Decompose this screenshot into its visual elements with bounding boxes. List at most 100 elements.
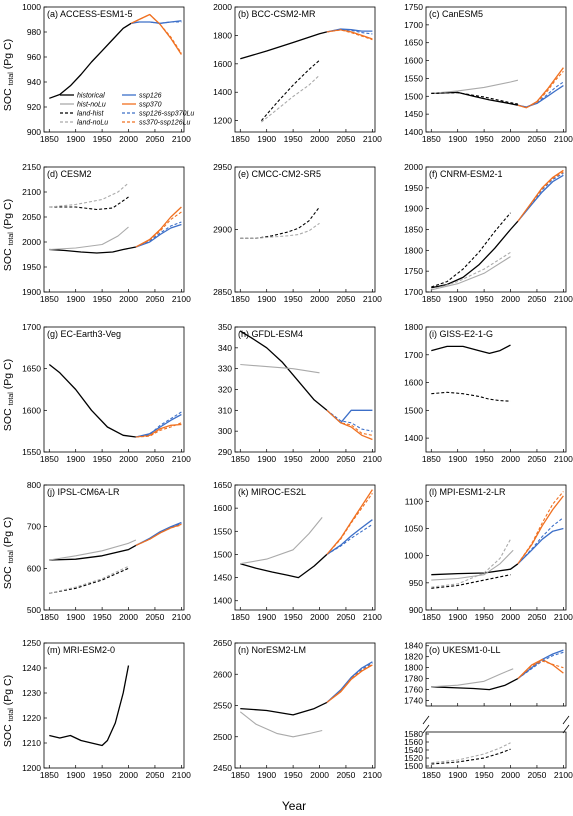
y-axis-label-main: SOC [2,563,14,589]
y-tick-label: 1200 [213,116,232,126]
x-tick-label: 1900 [66,134,85,144]
series-line-ssp126 [517,174,564,222]
x-tick-label: 2050 [336,134,355,144]
y-axis-label-unit: (Pg C) [2,517,14,550]
panel-title: (e) CMCC-CM2-SR5 [238,169,321,179]
x-tick-label: 2050 [527,134,546,144]
series-line-historical [431,344,511,355]
y-tick-label: 1900 [22,287,41,297]
x-tick-label: 2000 [501,294,520,304]
x-tick-label: 1950 [475,294,494,304]
plot-frame [425,642,567,707]
x-tick-label: 2100 [363,294,382,304]
series-line-hist-nolu [240,363,320,374]
break-mark [562,715,570,725]
y-tick-label: 1700 [22,322,41,332]
panel-title: (k) MIROC-ES2L [238,487,306,497]
y-axis-labels: SOC total (Pg C)SOC total (Pg C)SOC tota… [2,39,15,747]
panel-a-access-esm1-5: 900 920 940 960 980 1000 1850 1900 1950 2000 2050 2… [22,2,191,144]
x-tick-label: 2000 [310,454,329,464]
break-mark [422,724,430,734]
plot-frame [43,6,185,133]
series-line-land-hist [431,391,511,402]
y-tick-label: 1650 [213,480,232,490]
x-tick-label: 2100 [172,134,191,144]
y-tick-label: 350 [218,322,232,332]
x-tick-label: 2100 [363,770,382,780]
series-line-ssp370 [326,489,373,555]
x-tick-label: 2050 [145,294,164,304]
y-tick-label: 1230 [22,688,41,698]
x-tick-label: 1950 [284,294,303,304]
x-tick-label: 1900 [448,134,467,144]
x-tick-label: 1950 [93,612,112,622]
x-tick-label: 2050 [145,134,164,144]
x-tick-label: 2000 [119,454,138,464]
x-tick-label: 2000 [119,294,138,304]
panel-title: (h) GFDL-ESM4 [238,329,303,339]
legend-label-hist-nolu: hist-noLu [77,102,106,109]
series-line-land-hist [49,567,129,594]
series-line-ssp126 [135,223,182,248]
y-tick-label: 2000 [404,162,423,172]
panel-k-miroc-es2l: 1400 1450 1500 1550 1600 1650 1850 1900 1950 2000… [213,480,382,622]
x-tick-label: 1950 [93,454,112,464]
y-axis-label-main: SOC [2,245,14,271]
y-tick-label: 920 [27,102,41,112]
x-tick-label: 1900 [66,294,85,304]
series-line-ss370-ssp126lu [326,409,373,436]
x-tick-label: 1850 [422,454,441,464]
x-tick-label: 1950 [93,134,112,144]
y-tick-label: 500 [27,605,41,615]
y-tick-label: 1500 [404,761,423,771]
y-tick-label: 2450 [213,763,232,773]
y-tick-label: 1900 [404,204,423,214]
series-line-land-hist [431,92,519,105]
x-tick-label: 2100 [554,770,573,780]
series-line-land-nolu [261,74,320,123]
y-tick-label: 340 [218,343,232,353]
y-tick-label: 1700 [404,287,423,297]
y-tick-label: 1500 [404,91,423,101]
y-tick-label: 320 [218,385,232,395]
panel-b-bcc-csm2-mr: 1200 1400 1600 1800 2000 1850 1900 1950 2000 2050… [213,2,382,144]
series-line-land-nolu [431,251,511,291]
series-line-ssp126-ssp370lu [517,651,564,680]
series-line-ss370-ssp126lu [517,491,564,565]
x-tick-label: 2050 [336,294,355,304]
panel-h-gfdl-esm4: 290 300 310 320 330 340 350 1850 1900 1950 2000 205… [218,322,382,464]
legend-label-ssp370: ssp370 [139,102,162,109]
y-tick-label: 2900 [213,225,232,235]
panel-c-canesm5: 1400 1450 1500 1550 1600 1650 1700 1750 1850 1900… [404,2,573,144]
panel-title: (i) GISS-E2-1-G [429,329,493,339]
series-line-land-hist [431,574,511,589]
x-tick-label: 2000 [310,612,329,622]
x-tick-label: 1950 [284,770,303,780]
x-tick-label: 2100 [554,454,573,464]
plot-frame [234,166,376,293]
break-mark [422,715,430,725]
series-line-ssp126-ssp370lu [326,523,373,555]
series-line-ssp126-ssp370lu [135,221,182,248]
x-tick-label: 1900 [66,612,85,622]
x-tick-label: 1850 [231,770,250,780]
plot-frame [43,326,185,453]
axis-break-marks [422,715,570,734]
y-tick-label: 1600 [213,59,232,69]
y-tick-label: 2100 [22,187,41,197]
x-tick-label: 1850 [40,612,59,622]
series-line-hist-nolu [431,256,511,291]
y-tick-label: 1740 [404,696,423,706]
panel-j-ipsl-cm6a-lr: 500 600 700 800 1850 1900 1950 2000 2050 2100 (j) … [27,480,191,622]
plot-frame [425,326,567,453]
series-line-hist-nolu [431,549,514,581]
y-tick-label: 1200 [22,763,41,773]
y-axis-label-sub: total [8,392,15,406]
y-tick-label: 1050 [404,523,423,533]
y-axis-label-main: SOC [2,405,14,431]
x-tick-label: 1900 [257,134,276,144]
x-tick-label: 1950 [475,454,494,464]
y-axis-label: SOC total (Pg C) [2,675,15,747]
y-tick-label: 1550 [404,73,423,83]
series-line-land-nolu [431,539,511,588]
